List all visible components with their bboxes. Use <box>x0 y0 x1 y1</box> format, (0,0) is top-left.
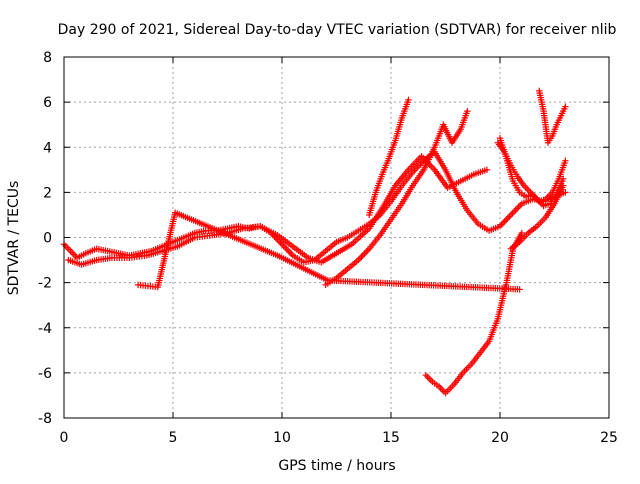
y-tick-label: 2 <box>43 185 52 201</box>
y-tick-label: 0 <box>43 231 52 247</box>
data-point <box>506 213 513 220</box>
x-tick-label: 5 <box>169 430 178 446</box>
y-tick-label: -6 <box>38 366 52 382</box>
y-tick-label: -2 <box>38 276 52 292</box>
data-point <box>560 175 567 183</box>
data-point <box>288 250 295 258</box>
data-point <box>405 96 412 104</box>
data-point <box>513 205 521 212</box>
grid <box>64 57 609 418</box>
y-tick-label: -8 <box>38 411 52 427</box>
data-point <box>503 216 510 223</box>
x-tick-label: 0 <box>60 430 69 446</box>
x-tick-label: 20 <box>491 430 509 446</box>
data-point <box>358 253 365 261</box>
data-point <box>483 166 491 174</box>
data-point <box>515 203 522 211</box>
chart-title: Day 290 of 2021, Sidereal Day-to-day VTE… <box>58 22 617 38</box>
data-point <box>560 182 567 189</box>
axis-ticks: 0 5 10 15 20 25 -8 -6 -4 -2 0 2 4 6 8 <box>38 50 618 446</box>
data-point <box>512 206 519 214</box>
data-point <box>504 214 511 222</box>
data-point <box>507 211 515 219</box>
data-point <box>562 103 569 110</box>
data-point <box>499 219 507 227</box>
x-tick-label: 15 <box>382 430 400 446</box>
x-tick-label: 10 <box>273 430 291 446</box>
data-point <box>510 208 518 215</box>
x-axis-label: GPS time / hours <box>278 458 395 474</box>
data-point <box>516 286 523 293</box>
y-tick-label: 4 <box>43 140 52 156</box>
data-points <box>60 87 569 397</box>
y-tick-label: 8 <box>43 50 52 66</box>
data-point <box>464 107 471 115</box>
data-point <box>562 157 569 164</box>
data-point <box>362 248 370 256</box>
y-tick-label: -4 <box>38 321 52 337</box>
data-point <box>286 249 293 256</box>
y-axis-label: SDTVAR / TECUs <box>6 181 22 296</box>
data-point <box>364 247 371 254</box>
data-point <box>361 250 368 257</box>
x-tick-label: 25 <box>600 430 618 446</box>
data-point <box>356 255 364 262</box>
data-point <box>359 252 367 259</box>
data-point <box>518 229 525 237</box>
data-point <box>285 247 292 254</box>
y-tick-label: 6 <box>43 95 52 111</box>
data-point <box>501 218 508 225</box>
data-point <box>562 189 569 196</box>
data-point <box>509 210 516 217</box>
